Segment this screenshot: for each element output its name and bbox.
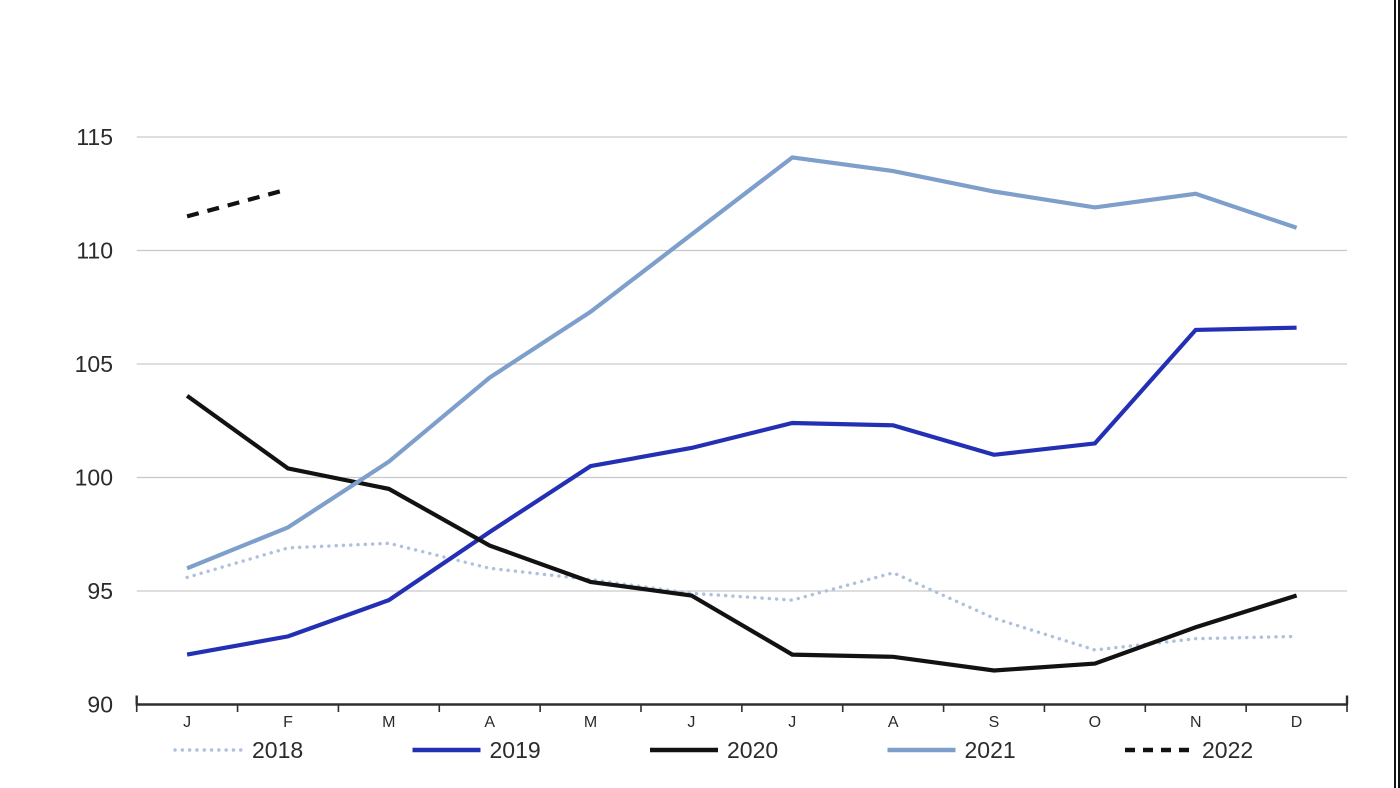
x-axis-label: N (1190, 714, 1202, 731)
x-axis-label: S (989, 714, 1000, 731)
y-axis-label: 95 (87, 578, 113, 604)
x-axis-label: J (788, 714, 796, 731)
y-axis-label: 115 (76, 124, 113, 150)
series-line-2022 (186, 187, 289, 219)
x-axis-label: A (888, 714, 899, 731)
y-axis-label: 100 (75, 465, 113, 491)
legend-label-2021: 2021 (965, 737, 1016, 763)
legend-label-2018: 2018 (252, 737, 303, 763)
x-axis-label: M (584, 714, 597, 731)
legend-label-2019: 2019 (490, 737, 541, 763)
window-right-border-inner (1394, 0, 1396, 788)
x-axis-label: F (283, 714, 293, 731)
y-axis-label: 90 (87, 692, 113, 718)
series-line-2018 (185, 541, 1299, 652)
x-axis-label: J (687, 714, 695, 731)
window-right-border-outer (1397, 0, 1400, 788)
series-line-2021 (186, 155, 1298, 571)
y-axis-label: 105 (75, 351, 113, 377)
legend-label-2022: 2022 (1202, 737, 1253, 763)
x-axis-label: A (484, 714, 495, 731)
series-line-2019 (186, 325, 1297, 657)
series-line-2020 (185, 394, 1298, 673)
x-axis-label: M (382, 714, 395, 731)
x-axis-label: O (1089, 714, 1101, 731)
x-axis-label: D (1291, 714, 1303, 731)
legend-label-2020: 2020 (727, 737, 778, 763)
x-axis-label: J (183, 714, 191, 731)
y-axis-label: 110 (76, 238, 113, 264)
